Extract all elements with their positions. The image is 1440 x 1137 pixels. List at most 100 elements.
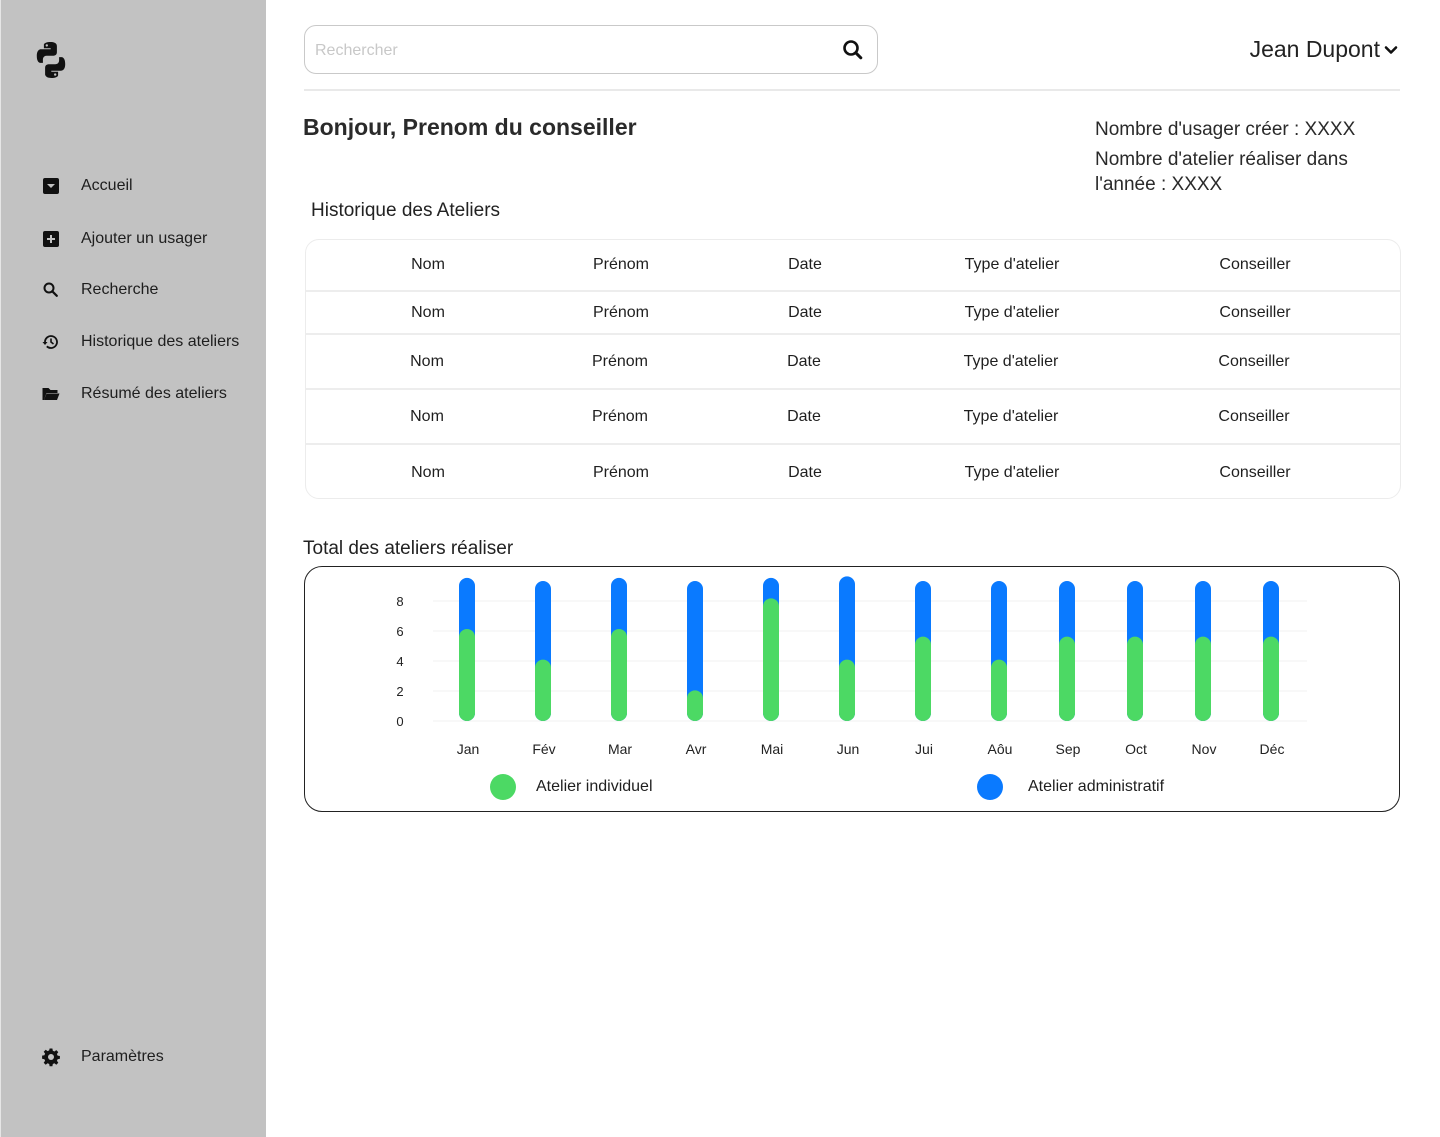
y-tick-label: 6 (396, 624, 403, 639)
cell-conseiller: Conseiller (1219, 463, 1291, 481)
cell-type: Type d'atelier (963, 352, 1059, 370)
search-bar (304, 25, 878, 75)
bar-individuel (1059, 636, 1075, 721)
cell-nom: Nom (410, 352, 444, 370)
legend-item-administratif: Atelier administratif (977, 774, 1164, 800)
bar-individuel (763, 598, 779, 721)
header-divider (304, 89, 1400, 91)
y-tick-label: 8 (396, 594, 403, 609)
cell-type: Type d'atelier (963, 407, 1059, 425)
bar-individuel (839, 659, 855, 721)
inbox-icon (37, 175, 65, 197)
bar-individuel (535, 659, 551, 721)
sidebar-item-label: Historique des ateliers (81, 333, 240, 350)
table-row[interactable]: Nom Prénom Date Type d'atelier Conseille… (306, 445, 1400, 498)
gear-icon (37, 1046, 65, 1068)
x-tick-label: Mai (761, 741, 784, 757)
chart-canvas: 0 2 4 6 8 Jan Fév Mar Avr Mai Jun Jui Aôu Sep Oct Nov Dé… (396, 576, 1307, 757)
y-tick-label: 2 (396, 684, 403, 699)
cell-prenom: Prénom (592, 463, 650, 481)
legend-dot-individuel-icon (490, 774, 516, 800)
table-header-row: Nom Prénom Date Type d'atelier Conseille… (306, 240, 1400, 292)
cell-conseiller: Conseiller (1219, 303, 1291, 321)
column-header-nom: Nom (411, 256, 445, 273)
history-icon (37, 331, 65, 353)
workshops-chart: 0 2 4 6 8 Jan Fév Mar Avr Mai Jun Jui Aôu Sep Oct Nov Dé… (304, 566, 1400, 812)
sidebar-item-historique[interactable]: Historique des ateliers (37, 327, 239, 357)
bar-individuel (1195, 636, 1211, 721)
bar-individuel (1127, 636, 1143, 721)
cell-date: Date (787, 352, 821, 370)
sidebar-item-label: Recherche (81, 281, 159, 298)
search-icon[interactable] (841, 38, 865, 62)
cell-type: Type d'atelier (964, 303, 1060, 321)
sidebar-item-label: Accueil (81, 177, 133, 194)
x-tick-label: Jun (837, 741, 860, 757)
x-tick-label: Fév (532, 741, 555, 757)
page-title: Bonjour, Prenom du conseiller (303, 114, 637, 140)
sidebar-item-parametres[interactable]: Paramètres (37, 1042, 164, 1072)
user-name: Jean Dupont (1249, 36, 1380, 62)
legend-item-individuel: Atelier individuel (490, 774, 653, 800)
folder-open-icon (37, 383, 65, 405)
cell-date: Date (788, 303, 822, 321)
search-input[interactable] (313, 26, 827, 75)
table-row[interactable]: Nom Prénom Date Type d'atelier Conseille… (306, 292, 1400, 335)
bar-individuel (1263, 636, 1279, 721)
x-tick-label: Déc (1260, 741, 1285, 757)
x-tick-label: Jan (457, 741, 480, 757)
table-row[interactable]: Nom Prénom Date Type d'atelier Conseille… (306, 335, 1400, 390)
stats-panel: Nombre d'usager créer : XXXX Nombre d'at… (1095, 117, 1395, 197)
bar-administratif (687, 581, 703, 721)
cell-prenom: Prénom (591, 407, 649, 425)
sidebar-item-label: Paramètres (81, 1048, 164, 1065)
cell-conseiller: Conseiller (1218, 407, 1290, 425)
sidebar-item-recherche[interactable]: Recherche (37, 275, 158, 305)
legend-dot-administratif-icon (977, 774, 1003, 800)
sidebar: Accueil Ajouter un usager Recherche Hist… (0, 0, 266, 1137)
legend-label: Atelier individuel (536, 778, 653, 795)
cell-nom: Nom (411, 303, 445, 321)
python-logo-icon[interactable] (31, 40, 71, 80)
cell-conseiller: Conseiller (1218, 352, 1290, 370)
y-tick-label: 4 (396, 654, 403, 669)
table-row[interactable]: Nom Prénom Date Type d'atelier Conseille… (306, 390, 1400, 445)
column-header-conseiller: Conseiller (1219, 256, 1291, 273)
y-tick-label: 0 (396, 714, 403, 729)
chart-title: Total des ateliers réaliser (303, 538, 514, 559)
bar-individuel (991, 659, 1007, 721)
x-tick-label: Oct (1125, 741, 1147, 757)
sidebar-item-label: Résumé des ateliers (81, 385, 227, 402)
history-title: Historique des Ateliers (311, 200, 501, 221)
search-icon (37, 279, 65, 301)
cell-date: Date (787, 407, 821, 425)
x-tick-label: Avr (686, 741, 707, 757)
x-tick-label: Sep (1056, 741, 1081, 757)
cell-date: Date (788, 463, 822, 481)
users-created-stat: Nombre d'usager créer : XXXX (1095, 119, 1356, 140)
legend-label: Atelier administratif (1028, 778, 1165, 795)
x-tick-label: Jui (915, 741, 933, 757)
bar-individuel (687, 690, 703, 721)
user-menu[interactable]: Jean Dupont (1250, 36, 1398, 63)
x-tick-label: Nov (1192, 741, 1217, 757)
sidebar-item-accueil[interactable]: Accueil (37, 171, 133, 201)
sidebar-item-label: Ajouter un usager (81, 230, 208, 247)
column-header-date: Date (788, 256, 822, 273)
sidebar-item-resume[interactable]: Résumé des ateliers (37, 379, 227, 409)
x-tick-label: Mar (608, 741, 632, 757)
cell-type: Type d'atelier (964, 463, 1060, 481)
history-table: Nom Prénom Date Type d'atelier Conseille… (305, 239, 1401, 499)
cell-prenom: Prénom (592, 303, 650, 321)
workshops-year-stat: Nombre d'atelier réaliser dans l'année :… (1095, 149, 1348, 195)
sidebar-item-ajouter-usager[interactable]: Ajouter un usager (37, 224, 207, 254)
cell-nom: Nom (411, 463, 445, 481)
add-box-icon (37, 228, 65, 250)
bar-individuel (611, 629, 627, 721)
cell-prenom: Prénom (591, 352, 649, 370)
column-header-type: Type d'atelier (964, 256, 1060, 273)
x-tick-label: Aôu (988, 741, 1013, 757)
bar-individuel (915, 636, 931, 721)
chevron-down-icon (1384, 45, 1398, 54)
cell-nom: Nom (410, 407, 444, 425)
